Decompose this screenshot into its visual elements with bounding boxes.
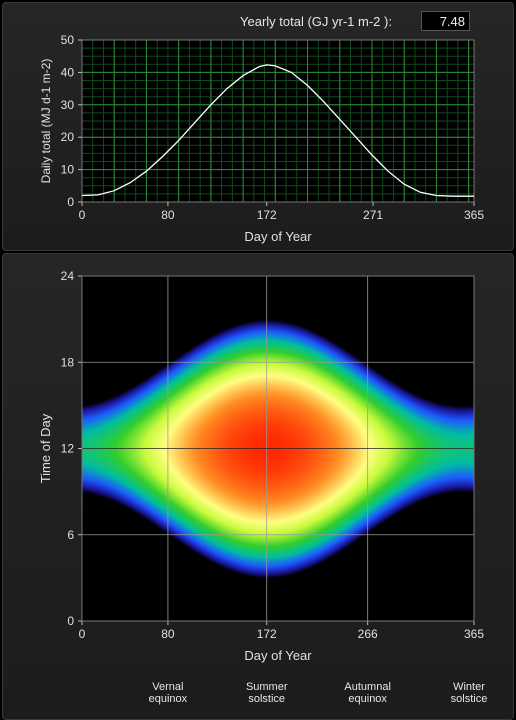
x-tick-label: 0: [79, 627, 86, 641]
y-tick-label: 50: [61, 33, 75, 47]
y-tick-label: 24: [61, 269, 75, 283]
x-axis-label: Day of Year: [244, 229, 312, 244]
yearly-total-label: Yearly total (GJ yr-1 m-2 ):: [240, 14, 392, 29]
daily-total-chart: 0 80 172 271 365 0 10 20 30 40 50 Day of Year Daily …: [39, 33, 484, 244]
x-tick-label: 80: [161, 208, 175, 222]
event-label-line: Winter: [453, 681, 485, 693]
event-labels: Vernal equinox Summer solstice Autumnal equin…: [0, 675, 516, 715]
y-tick-label: 6: [67, 528, 74, 542]
y-tick-label: 18: [61, 355, 75, 369]
plot-frame: [81, 39, 475, 203]
y-tick-label: 10: [61, 163, 75, 177]
event-label: Summer solstice: [222, 681, 312, 705]
daily-total-line: [81, 64, 474, 197]
x-tick-label: 0: [79, 208, 86, 222]
y-tick-label: 20: [61, 130, 75, 144]
y-axis-label: Daily total (MJ d-1 m-2): [39, 59, 53, 184]
x-tick-label: 271: [363, 208, 383, 222]
plot-frame: [81, 275, 475, 622]
event-label: Winter solstice: [424, 681, 514, 705]
y-tick-label: 40: [61, 65, 75, 79]
event-label-line: Summer: [245, 681, 288, 693]
event-label-line: solstice: [450, 693, 488, 705]
event-label: Autumnal equinox: [323, 681, 413, 705]
event-label-line: equinox: [148, 693, 188, 705]
time-of-day-chart: 0 80 172 266 365 0 6 12 18 24 Day of Year Time of D…: [38, 269, 484, 663]
y-axis-label: Time of Day: [38, 413, 53, 483]
event-label-line: solstice: [248, 693, 286, 705]
event-label-line: equinox: [348, 693, 387, 705]
event-label-line: Autumnal: [344, 681, 391, 693]
y-tick-label: 30: [61, 98, 75, 112]
yearly-total-value: 7.48: [421, 11, 470, 31]
y-tick-label: 0: [67, 195, 74, 209]
x-tick-label: 365: [464, 627, 484, 641]
event-label: Vernal equinox: [123, 681, 213, 705]
y-tick-label: 0: [67, 614, 74, 628]
x-axis-label: Day of Year: [244, 648, 312, 663]
x-tick-label: 172: [257, 208, 277, 222]
x-tick-label: 365: [464, 208, 484, 222]
x-tick-label: 172: [257, 627, 277, 641]
event-label-line: Vernal: [152, 681, 184, 693]
x-tick-label: 80: [161, 627, 175, 641]
x-tick-label: 266: [358, 627, 378, 641]
y-tick-label: 12: [61, 442, 75, 456]
